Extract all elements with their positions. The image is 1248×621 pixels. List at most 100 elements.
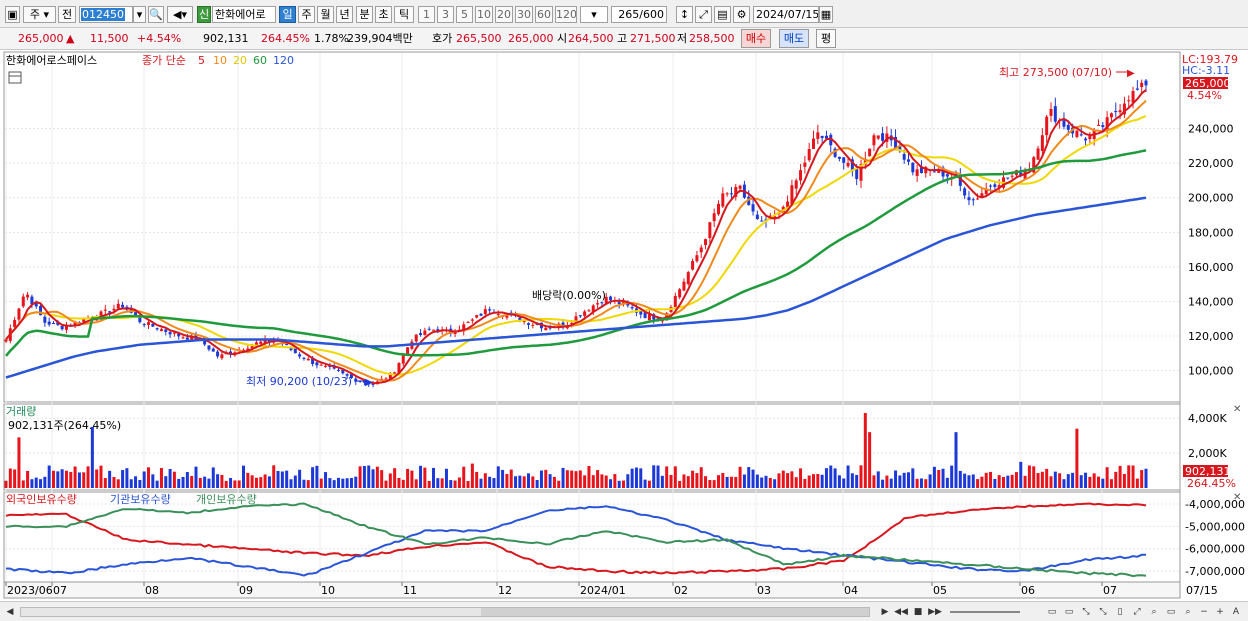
interval-custom-select[interactable]: ▾ <box>580 6 608 23</box>
candle-body <box>548 327 552 329</box>
volume-bar <box>237 480 241 488</box>
volume-bar <box>527 473 530 488</box>
font-size-icon[interactable]: A <box>1232 607 1240 617</box>
candle-body <box>993 184 997 187</box>
volume-bar <box>647 480 651 488</box>
volume-bar <box>77 472 81 488</box>
count-field[interactable]: 265/600 <box>611 6 667 23</box>
zoom-search-icon[interactable]: ⌕ <box>1185 607 1191 617</box>
stop-icon[interactable]: ■ <box>913 607 923 617</box>
candle-body <box>177 332 181 337</box>
candle-body <box>803 162 807 167</box>
prev-button[interactable]: 전 <box>58 6 76 23</box>
candle-body <box>1097 124 1100 126</box>
scroll-track[interactable] <box>20 607 870 617</box>
ma10-line <box>5 99 1147 382</box>
candle-body <box>1144 80 1148 86</box>
tool-icon-1[interactable]: ▭ <box>1047 607 1057 617</box>
volume-bar <box>945 477 949 488</box>
bottom-scroll-bar[interactable]: ◀ ▶ ◀◀ ■ ▶▶ ▭ ▭ ⤡ ⤡ ▯ ⤢ ⌕ ▭ ⌕ − + A <box>0 601 1248 621</box>
volume-panel-close-icon[interactable]: ✕ <box>1233 404 1241 415</box>
candle-body <box>518 317 522 322</box>
interval-60-button[interactable]: 60 <box>535 6 553 23</box>
holdings-line-2 <box>5 505 1146 577</box>
tool-icon-4[interactable]: ⤡ <box>1099 607 1107 617</box>
candle-body <box>427 328 431 330</box>
tool-icon-8[interactable]: ▭ <box>1166 607 1176 617</box>
draw-tool-icon[interactable]: ⤢ <box>695 6 712 23</box>
candle-body <box>863 158 867 165</box>
interval-30-button[interactable]: 30 <box>515 6 533 23</box>
period-day-tab[interactable]: 일 <box>279 6 296 23</box>
candle-body <box>600 302 604 304</box>
code-dropdown-icon[interactable]: ▾ <box>133 6 146 23</box>
high-arrow-head-icon: ▶ <box>1127 68 1135 79</box>
tool-icon-6[interactable]: ⤢ <box>1133 607 1141 617</box>
forward-icon[interactable]: ▶▶ <box>928 607 942 617</box>
speaker-icon[interactable]: ◀▾ <box>167 6 193 23</box>
date-tick-label: 07 <box>53 584 67 597</box>
zoom-in-icon[interactable]: + <box>1216 607 1224 617</box>
count-total: /600 <box>639 8 664 21</box>
holdings-panel-close-icon[interactable]: ✕ <box>1233 492 1241 503</box>
date-field[interactable]: 2024/07/15 <box>753 6 819 23</box>
settings-gear-icon[interactable]: ⚙ <box>733 6 750 23</box>
stock-name-field[interactable]: 한화에어로 <box>212 6 276 23</box>
volume-bar <box>172 471 176 488</box>
interval-1-button[interactable]: 1 <box>418 6 435 23</box>
volume-axis-ticks: 2,000K 4,000K <box>1188 412 1227 460</box>
stock-code-input[interactable]: 012450 <box>79 6 133 23</box>
candle-body <box>1006 177 1010 179</box>
volume-bar <box>233 480 237 488</box>
tool-icon-3[interactable]: ⤡ <box>1082 607 1090 617</box>
scroll-thumb[interactable] <box>481 608 869 616</box>
volume-bar <box>1118 465 1122 488</box>
period-month-tab[interactable]: 월 <box>317 6 334 23</box>
window-menu-icon[interactable]: ▣ <box>5 6 20 23</box>
save-icon[interactable]: ▤ <box>714 6 731 23</box>
search-icon[interactable]: 🔍 <box>148 6 164 23</box>
market-type-select[interactable]: 주 ▾ <box>23 6 56 23</box>
candle-body <box>604 296 608 303</box>
stock-chart[interactable]: 한화에어로스페이스 종가 단순 5 10 20 60 120 LC:193.79… <box>0 50 1248 601</box>
sell-button[interactable]: 매도 <box>779 29 809 48</box>
volume-bar <box>868 432 872 488</box>
candle-body <box>1105 117 1109 130</box>
interval-5-button[interactable]: 5 <box>456 6 473 23</box>
volume-bar <box>734 476 738 488</box>
rewind-icon[interactable]: ◀◀ <box>894 607 908 617</box>
volume-bar <box>479 478 483 488</box>
buy-button[interactable]: 매수 <box>741 29 771 48</box>
volume-bar <box>43 476 47 488</box>
period-minute-tab[interactable]: 분 <box>356 6 373 23</box>
volume-bar <box>894 470 898 488</box>
volume-bar <box>224 480 228 488</box>
date-tick-label: 03 <box>757 584 771 597</box>
period-week-tab[interactable]: 주 <box>298 6 315 23</box>
scroll-left-icon[interactable]: ◀ <box>6 607 14 617</box>
period-year-tab[interactable]: 년 <box>336 6 353 23</box>
interval-10-button[interactable]: 10 <box>475 6 493 23</box>
tool-icon-7[interactable]: ⌕ <box>1151 607 1157 617</box>
volume-bar <box>863 412 867 488</box>
eval-button[interactable]: 평 <box>816 29 836 48</box>
panel-table-icon[interactable] <box>8 71 22 84</box>
calendar-icon[interactable]: ▦ <box>819 6 833 23</box>
volume-bar <box>39 479 43 488</box>
interval-3-button[interactable]: 3 <box>437 6 454 23</box>
zoom-slider[interactable] <box>950 611 1020 613</box>
period-second-tab[interactable]: 초 <box>375 6 392 23</box>
candle-body <box>60 326 64 330</box>
turnover-percent: 1.78% <box>314 32 349 45</box>
period-tick-tab[interactable]: 틱 <box>394 6 414 23</box>
scroll-right-icon[interactable]: ▶ <box>881 607 889 617</box>
tool-icon-5[interactable]: ▯ <box>1117 607 1123 617</box>
holdings-tick-label: -6,000,000 <box>1185 543 1245 556</box>
candle-body <box>52 323 55 325</box>
indicator-icon[interactable]: ↕ <box>676 6 693 23</box>
zoom-out-icon[interactable]: − <box>1200 607 1208 617</box>
interval-120-button[interactable]: 120 <box>555 6 577 23</box>
volume-bar <box>626 474 630 488</box>
tool-icon-2[interactable]: ▭ <box>1064 607 1074 617</box>
interval-20-button[interactable]: 20 <box>495 6 513 23</box>
